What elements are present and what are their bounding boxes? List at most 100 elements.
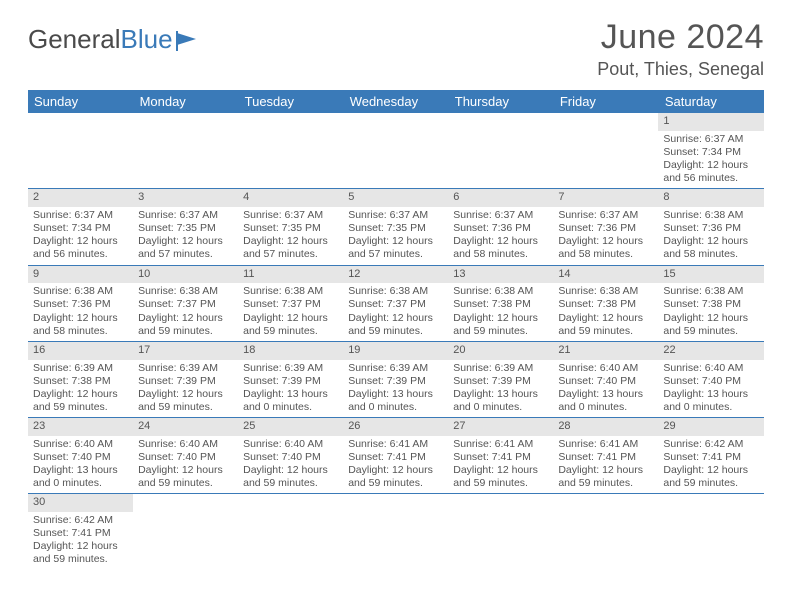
day-number: 1 — [658, 113, 763, 131]
calendar-row: 9Sunrise: 6:38 AMSunset: 7:36 PMDaylight… — [28, 265, 764, 341]
day-body: Sunrise: 6:37 AMSunset: 7:34 PMDaylight:… — [658, 131, 763, 189]
daylight-line1: Daylight: 12 hours — [348, 235, 444, 248]
sunrise-text: Sunrise: 6:39 AM — [453, 362, 549, 375]
weekday-header: Friday — [553, 90, 658, 113]
daylight-line2: and 56 minutes. — [33, 248, 129, 261]
weekday-header: Saturday — [658, 90, 763, 113]
daylight-line2: and 56 minutes. — [663, 172, 759, 185]
day-body: Sunrise: 6:38 AMSunset: 7:38 PMDaylight:… — [553, 283, 658, 341]
calendar-cell: 10Sunrise: 6:38 AMSunset: 7:37 PMDayligh… — [133, 265, 238, 341]
daylight-line1: Daylight: 12 hours — [558, 464, 654, 477]
calendar-cell — [133, 494, 238, 570]
sunset-text: Sunset: 7:38 PM — [663, 298, 759, 311]
day-number: 6 — [448, 189, 553, 207]
calendar-cell: 17Sunrise: 6:39 AMSunset: 7:39 PMDayligh… — [133, 341, 238, 417]
daylight-line2: and 0 minutes. — [663, 401, 759, 414]
calendar-row: 1Sunrise: 6:37 AMSunset: 7:34 PMDaylight… — [28, 113, 764, 189]
calendar-cell: 5Sunrise: 6:37 AMSunset: 7:35 PMDaylight… — [343, 189, 448, 265]
calendar-cell: 2Sunrise: 6:37 AMSunset: 7:34 PMDaylight… — [28, 189, 133, 265]
day-number: 16 — [28, 342, 133, 360]
sunset-text: Sunset: 7:39 PM — [138, 375, 234, 388]
calendar-cell: 3Sunrise: 6:37 AMSunset: 7:35 PMDaylight… — [133, 189, 238, 265]
day-number: 13 — [448, 266, 553, 284]
day-body: Sunrise: 6:37 AMSunset: 7:36 PMDaylight:… — [553, 207, 658, 265]
daylight-line2: and 0 minutes. — [348, 401, 444, 414]
daylight-line1: Daylight: 12 hours — [138, 235, 234, 248]
day-number: 7 — [553, 189, 658, 207]
sunset-text: Sunset: 7:39 PM — [453, 375, 549, 388]
daylight-line1: Daylight: 12 hours — [453, 235, 549, 248]
daylight-line1: Daylight: 12 hours — [138, 464, 234, 477]
daylight-line2: and 58 minutes. — [33, 325, 129, 338]
weekday-header: Tuesday — [238, 90, 343, 113]
calendar-cell — [238, 113, 343, 189]
calendar-cell — [343, 494, 448, 570]
day-number: 9 — [28, 266, 133, 284]
calendar-cell — [448, 113, 553, 189]
sunset-text: Sunset: 7:34 PM — [663, 146, 759, 159]
sunrise-text: Sunrise: 6:40 AM — [663, 362, 759, 375]
sunrise-text: Sunrise: 6:40 AM — [243, 438, 339, 451]
day-body: Sunrise: 6:38 AMSunset: 7:37 PMDaylight:… — [133, 283, 238, 341]
daylight-line2: and 57 minutes. — [138, 248, 234, 261]
day-number: 28 — [553, 418, 658, 436]
day-body: Sunrise: 6:38 AMSunset: 7:37 PMDaylight:… — [343, 283, 448, 341]
calendar-row: 2Sunrise: 6:37 AMSunset: 7:34 PMDaylight… — [28, 189, 764, 265]
sunrise-text: Sunrise: 6:40 AM — [138, 438, 234, 451]
calendar-cell: 9Sunrise: 6:38 AMSunset: 7:36 PMDaylight… — [28, 265, 133, 341]
sunrise-text: Sunrise: 6:39 AM — [33, 362, 129, 375]
sunrise-text: Sunrise: 6:42 AM — [663, 438, 759, 451]
day-number: 12 — [343, 266, 448, 284]
sunrise-text: Sunrise: 6:39 AM — [138, 362, 234, 375]
header: GeneralBlue June 2024 Pout, Thies, Seneg… — [28, 18, 764, 80]
sunset-text: Sunset: 7:35 PM — [243, 222, 339, 235]
calendar-cell: 30Sunrise: 6:42 AMSunset: 7:41 PMDayligh… — [28, 494, 133, 570]
location: Pout, Thies, Senegal — [597, 59, 764, 80]
day-body: Sunrise: 6:40 AMSunset: 7:40 PMDaylight:… — [553, 360, 658, 418]
sunrise-text: Sunrise: 6:38 AM — [243, 285, 339, 298]
calendar-cell — [238, 494, 343, 570]
calendar-cell: 13Sunrise: 6:38 AMSunset: 7:38 PMDayligh… — [448, 265, 553, 341]
weekday-header: Wednesday — [343, 90, 448, 113]
daylight-line1: Daylight: 13 hours — [453, 388, 549, 401]
day-body: Sunrise: 6:39 AMSunset: 7:39 PMDaylight:… — [448, 360, 553, 418]
sunrise-text: Sunrise: 6:37 AM — [558, 209, 654, 222]
sunrise-text: Sunrise: 6:38 AM — [663, 285, 759, 298]
daylight-line1: Daylight: 12 hours — [663, 464, 759, 477]
brand-logo: GeneralBlue — [28, 18, 200, 55]
day-number: 26 — [343, 418, 448, 436]
daylight-line1: Daylight: 12 hours — [348, 312, 444, 325]
sunset-text: Sunset: 7:36 PM — [558, 222, 654, 235]
day-number: 21 — [553, 342, 658, 360]
sunset-text: Sunset: 7:41 PM — [348, 451, 444, 464]
day-body: Sunrise: 6:41 AMSunset: 7:41 PMDaylight:… — [448, 436, 553, 494]
daylight-line1: Daylight: 12 hours — [558, 312, 654, 325]
daylight-line1: Daylight: 13 hours — [348, 388, 444, 401]
calendar-cell — [658, 494, 763, 570]
daylight-line2: and 59 minutes. — [348, 325, 444, 338]
day-body: Sunrise: 6:37 AMSunset: 7:35 PMDaylight:… — [238, 207, 343, 265]
sunrise-text: Sunrise: 6:40 AM — [33, 438, 129, 451]
daylight-line2: and 59 minutes. — [663, 325, 759, 338]
daylight-line2: and 0 minutes. — [558, 401, 654, 414]
sunset-text: Sunset: 7:37 PM — [348, 298, 444, 311]
calendar-cell: 26Sunrise: 6:41 AMSunset: 7:41 PMDayligh… — [343, 418, 448, 494]
day-number: 5 — [343, 189, 448, 207]
day-number: 23 — [28, 418, 133, 436]
day-number: 14 — [553, 266, 658, 284]
sunrise-text: Sunrise: 6:37 AM — [348, 209, 444, 222]
calendar-cell: 14Sunrise: 6:38 AMSunset: 7:38 PMDayligh… — [553, 265, 658, 341]
day-number: 15 — [658, 266, 763, 284]
sunset-text: Sunset: 7:41 PM — [663, 451, 759, 464]
daylight-line2: and 59 minutes. — [558, 325, 654, 338]
sunrise-text: Sunrise: 6:38 AM — [348, 285, 444, 298]
sunset-text: Sunset: 7:39 PM — [243, 375, 339, 388]
day-body: Sunrise: 6:39 AMSunset: 7:39 PMDaylight:… — [133, 360, 238, 418]
calendar-cell — [133, 113, 238, 189]
day-body: Sunrise: 6:38 AMSunset: 7:37 PMDaylight:… — [238, 283, 343, 341]
day-body: Sunrise: 6:37 AMSunset: 7:35 PMDaylight:… — [343, 207, 448, 265]
daylight-line1: Daylight: 12 hours — [348, 464, 444, 477]
daylight-line1: Daylight: 13 hours — [558, 388, 654, 401]
sunset-text: Sunset: 7:39 PM — [348, 375, 444, 388]
brand-word2: Blue — [121, 24, 173, 55]
